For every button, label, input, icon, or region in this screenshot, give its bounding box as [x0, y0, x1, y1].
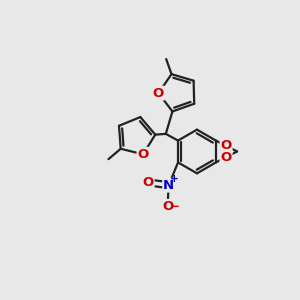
Text: O: O [153, 87, 164, 100]
Text: O: O [220, 139, 232, 152]
Text: O: O [137, 148, 149, 161]
Text: O: O [220, 151, 232, 164]
Text: O: O [162, 200, 173, 213]
Text: −: − [169, 200, 179, 213]
Text: O: O [142, 176, 154, 189]
Text: N: N [163, 178, 174, 192]
Text: +: + [170, 174, 179, 184]
